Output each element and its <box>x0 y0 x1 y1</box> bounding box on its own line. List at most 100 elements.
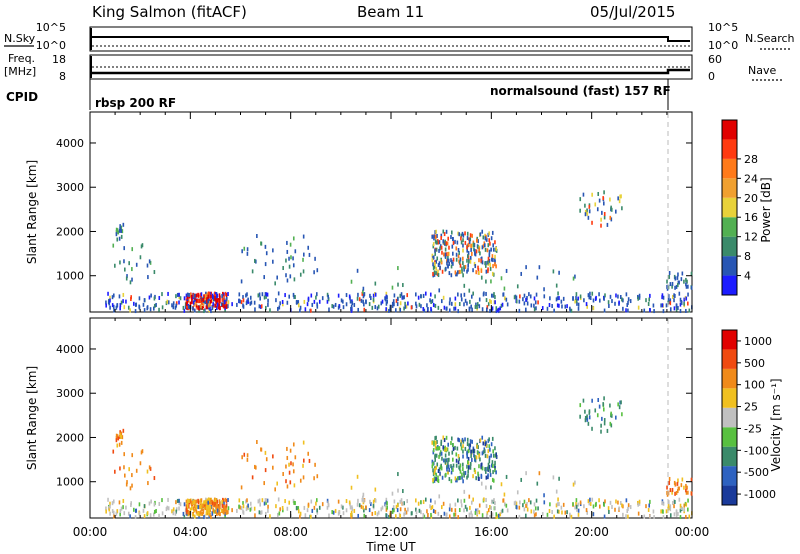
echo-cell <box>257 499 260 504</box>
echo-cell <box>557 497 559 502</box>
echo-cell <box>310 514 312 519</box>
echo-cell <box>525 307 527 312</box>
echo-cell <box>315 292 318 297</box>
echo-cell <box>123 511 126 516</box>
echo-cell <box>667 285 670 290</box>
echo-cell <box>622 504 624 509</box>
echo-cell <box>681 271 684 276</box>
echo-cell <box>223 295 225 300</box>
velocity-x-ticks <box>89 318 693 518</box>
echo-cell <box>115 438 118 443</box>
echo-cell <box>596 207 599 212</box>
echo-cell <box>431 440 434 445</box>
echo-cell <box>202 297 205 302</box>
echo-cell <box>454 306 457 311</box>
echo-cell <box>109 504 111 509</box>
echo-cell <box>447 255 449 260</box>
echo-cell <box>614 507 616 512</box>
echo-cell <box>206 297 208 302</box>
echo-cell <box>208 294 211 299</box>
echo-cell <box>484 453 487 458</box>
echo-cell <box>523 301 526 306</box>
power-colorbar-label: Power [dB] <box>759 177 773 242</box>
echo-cell <box>207 294 209 299</box>
echo-cell <box>356 502 359 507</box>
echo-cell <box>485 291 487 296</box>
echo-cell <box>661 501 663 506</box>
echo-cell <box>139 461 142 466</box>
echo-cell <box>454 512 457 517</box>
colorbar-segment <box>722 330 737 350</box>
echo-cell <box>109 501 111 506</box>
echo-cell <box>676 275 679 280</box>
echo-cell <box>254 464 256 469</box>
echo-cell <box>600 217 602 222</box>
echo-cell <box>617 196 619 201</box>
echo-cell <box>391 301 394 306</box>
echo-cell <box>149 466 152 471</box>
echo-cell <box>503 492 506 497</box>
echo-cell <box>356 474 359 479</box>
echo-cell <box>487 243 490 248</box>
echo-cell <box>456 476 459 481</box>
echo-cell <box>116 237 119 242</box>
echo-cell <box>678 291 681 296</box>
echo-cell <box>469 465 472 470</box>
echo-cell <box>202 503 205 508</box>
echo-cell <box>487 449 490 454</box>
echo-cell <box>452 257 455 262</box>
echo-cell <box>212 508 214 513</box>
echo-cell <box>185 298 188 303</box>
echo-cell <box>200 498 203 503</box>
echo-cell <box>470 304 472 309</box>
echo-cell <box>467 250 470 255</box>
echo-cell <box>223 501 225 506</box>
echo-cell <box>572 276 575 281</box>
echo-cell <box>219 512 221 517</box>
echo-cell <box>458 269 461 274</box>
echo-cell <box>492 247 495 252</box>
echo-cell <box>197 299 200 304</box>
y-tick-label: 2000 <box>56 225 84 238</box>
echo-cell <box>442 229 445 234</box>
echo-cell <box>185 302 188 307</box>
echo-cell <box>191 500 194 505</box>
echo-cell <box>669 282 672 287</box>
colorbar-tick-label: 25 <box>744 401 758 414</box>
echo-cell <box>191 294 194 299</box>
echo-cell <box>686 485 688 490</box>
echo-cell <box>445 458 448 463</box>
echo-cell <box>111 295 114 300</box>
echo-cell <box>543 287 545 292</box>
echo-cell <box>506 508 509 513</box>
echo-cell <box>438 248 440 253</box>
echo-cell <box>669 307 672 312</box>
echo-cell <box>112 243 115 248</box>
echo-cell <box>460 442 462 447</box>
echo-cell <box>362 286 365 291</box>
echo-cell <box>284 293 286 298</box>
echo-cell <box>685 514 687 519</box>
echo-cell <box>491 477 494 482</box>
echo-cell <box>586 208 588 213</box>
echo-cell <box>494 254 496 259</box>
echo-cell <box>434 294 436 299</box>
echo-cell <box>153 509 156 514</box>
echo-cell <box>455 458 458 463</box>
echo-cell <box>536 481 539 486</box>
echo-cell <box>637 296 639 301</box>
echo-cell <box>208 497 211 502</box>
echo-cell <box>259 296 261 301</box>
echo-cell <box>357 513 360 518</box>
echo-cell <box>452 447 455 452</box>
echo-cell <box>492 470 494 475</box>
echo-cell <box>486 513 488 518</box>
echo-cell <box>444 447 446 452</box>
echo-cell <box>304 513 307 518</box>
echo-cell <box>112 304 115 309</box>
echo-cell <box>185 504 188 509</box>
echo-cell <box>602 407 605 412</box>
echo-cell <box>487 302 490 307</box>
echo-cell <box>485 298 488 303</box>
echo-cell <box>318 505 321 510</box>
